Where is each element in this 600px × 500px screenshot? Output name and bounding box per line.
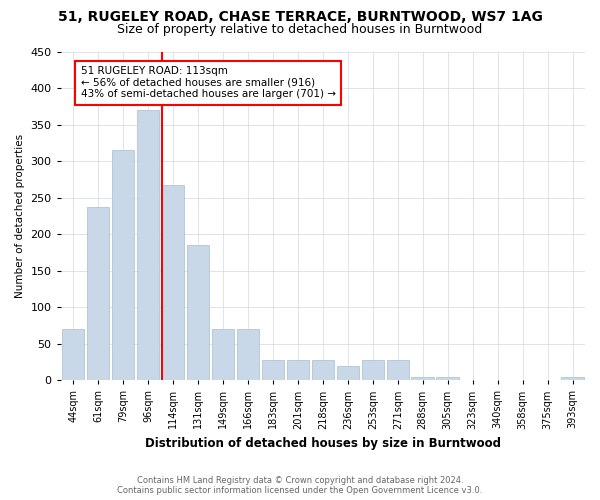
Bar — [262, 360, 284, 380]
Bar — [62, 329, 85, 380]
Bar — [386, 360, 409, 380]
Bar — [362, 360, 384, 380]
Bar — [337, 366, 359, 380]
Y-axis label: Number of detached properties: Number of detached properties — [15, 134, 25, 298]
Bar — [112, 150, 134, 380]
Bar — [561, 376, 584, 380]
Bar — [137, 110, 160, 380]
Bar — [436, 376, 459, 380]
Bar — [287, 360, 309, 380]
Text: 51, RUGELEY ROAD, CHASE TERRACE, BURNTWOOD, WS7 1AG: 51, RUGELEY ROAD, CHASE TERRACE, BURNTWO… — [58, 10, 542, 24]
Bar — [212, 329, 234, 380]
Bar — [237, 329, 259, 380]
Bar — [187, 245, 209, 380]
Bar — [162, 185, 184, 380]
Bar — [412, 376, 434, 380]
X-axis label: Distribution of detached houses by size in Burntwood: Distribution of detached houses by size … — [145, 437, 501, 450]
Text: Contains HM Land Registry data © Crown copyright and database right 2024.
Contai: Contains HM Land Registry data © Crown c… — [118, 476, 482, 495]
Bar — [87, 207, 109, 380]
Bar — [311, 360, 334, 380]
Text: Size of property relative to detached houses in Burntwood: Size of property relative to detached ho… — [118, 22, 482, 36]
Text: 51 RUGELEY ROAD: 113sqm
← 56% of detached houses are smaller (916)
43% of semi-d: 51 RUGELEY ROAD: 113sqm ← 56% of detache… — [80, 66, 335, 100]
